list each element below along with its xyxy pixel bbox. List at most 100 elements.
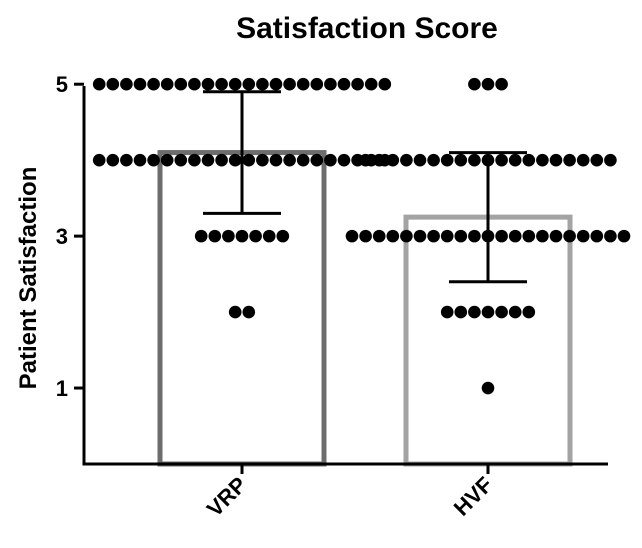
data-point	[208, 229, 222, 243]
data-point	[386, 153, 400, 167]
data-point	[522, 305, 536, 319]
data-point	[364, 77, 378, 91]
y-tick-label: 1	[56, 376, 68, 401]
data-point	[133, 153, 147, 167]
data-point	[427, 153, 440, 167]
data-point	[262, 229, 276, 243]
data-point	[222, 229, 235, 243]
data-point	[468, 305, 481, 319]
data-point	[215, 77, 228, 91]
data-point	[440, 153, 454, 167]
y-axis-label: Patient Satisfaction	[15, 167, 42, 390]
data-point	[106, 153, 120, 167]
data-point	[372, 229, 386, 243]
data-point	[147, 153, 160, 167]
data-point	[324, 77, 337, 91]
data-point	[481, 77, 495, 91]
data-point	[468, 77, 481, 91]
data-point	[468, 153, 481, 167]
data-point	[106, 77, 120, 91]
data-point	[508, 305, 522, 319]
data-point	[160, 153, 174, 167]
data-point	[590, 153, 604, 167]
data-point	[242, 153, 256, 167]
data-point	[351, 77, 364, 91]
data-point	[378, 77, 392, 91]
data-point	[194, 229, 208, 243]
data-point	[522, 229, 536, 243]
data-point	[359, 153, 372, 167]
data-point	[427, 229, 440, 243]
data-point	[576, 153, 590, 167]
data-point	[400, 229, 413, 243]
data-point	[454, 153, 468, 167]
data-point	[92, 153, 106, 167]
x-tick-label-vrp: VRP	[202, 472, 252, 522]
y-tick-label: 3	[56, 224, 68, 249]
data-point	[440, 305, 454, 319]
data-point	[249, 229, 262, 243]
data-point	[386, 229, 400, 243]
y-tick-label: 5	[56, 72, 68, 97]
data-point	[481, 305, 495, 319]
data-point	[324, 153, 337, 167]
data-point	[276, 229, 290, 243]
data-point	[563, 153, 576, 167]
data-point	[372, 153, 386, 167]
data-point	[269, 153, 283, 167]
data-point	[120, 77, 133, 91]
data-point	[256, 77, 269, 91]
data-point	[283, 153, 296, 167]
data-point	[345, 229, 359, 243]
data-point	[413, 153, 427, 167]
data-point	[242, 305, 256, 319]
data-point	[296, 77, 310, 91]
data-point	[201, 77, 215, 91]
data-point	[400, 153, 413, 167]
x-tick-label-group: HVF	[449, 472, 498, 521]
data-point	[576, 229, 590, 243]
data-point	[495, 305, 508, 319]
data-point	[454, 229, 468, 243]
data-point	[508, 229, 522, 243]
data-point	[617, 229, 631, 243]
data-point	[256, 153, 269, 167]
data-point	[92, 77, 106, 91]
data-point	[604, 153, 617, 167]
data-point	[283, 77, 296, 91]
data-point	[440, 229, 454, 243]
data-point	[536, 153, 549, 167]
x-tick-label-group: VRP	[202, 472, 252, 522]
data-point	[495, 77, 508, 91]
data-point	[120, 153, 133, 167]
data-point	[563, 229, 576, 243]
data-point	[590, 229, 604, 243]
data-point	[228, 153, 242, 167]
data-point	[508, 153, 522, 167]
data-point	[413, 229, 427, 243]
data-point	[160, 77, 174, 91]
data-point	[228, 305, 242, 319]
data-point	[174, 77, 188, 91]
data-point	[310, 153, 324, 167]
data-point	[359, 229, 372, 243]
data-point	[235, 229, 249, 243]
data-point	[269, 77, 283, 91]
data-point	[536, 229, 549, 243]
data-point	[549, 229, 563, 243]
data-point	[228, 77, 242, 91]
data-point	[495, 153, 508, 167]
data-point	[215, 153, 228, 167]
data-point	[604, 229, 617, 243]
data-point	[522, 153, 536, 167]
data-point	[296, 153, 310, 167]
data-point	[201, 153, 215, 167]
data-point	[468, 229, 481, 243]
data-point	[337, 77, 351, 91]
data-point	[174, 153, 188, 167]
data-point	[188, 77, 201, 91]
data-point	[481, 381, 495, 395]
data-point	[133, 77, 147, 91]
data-point	[242, 77, 256, 91]
